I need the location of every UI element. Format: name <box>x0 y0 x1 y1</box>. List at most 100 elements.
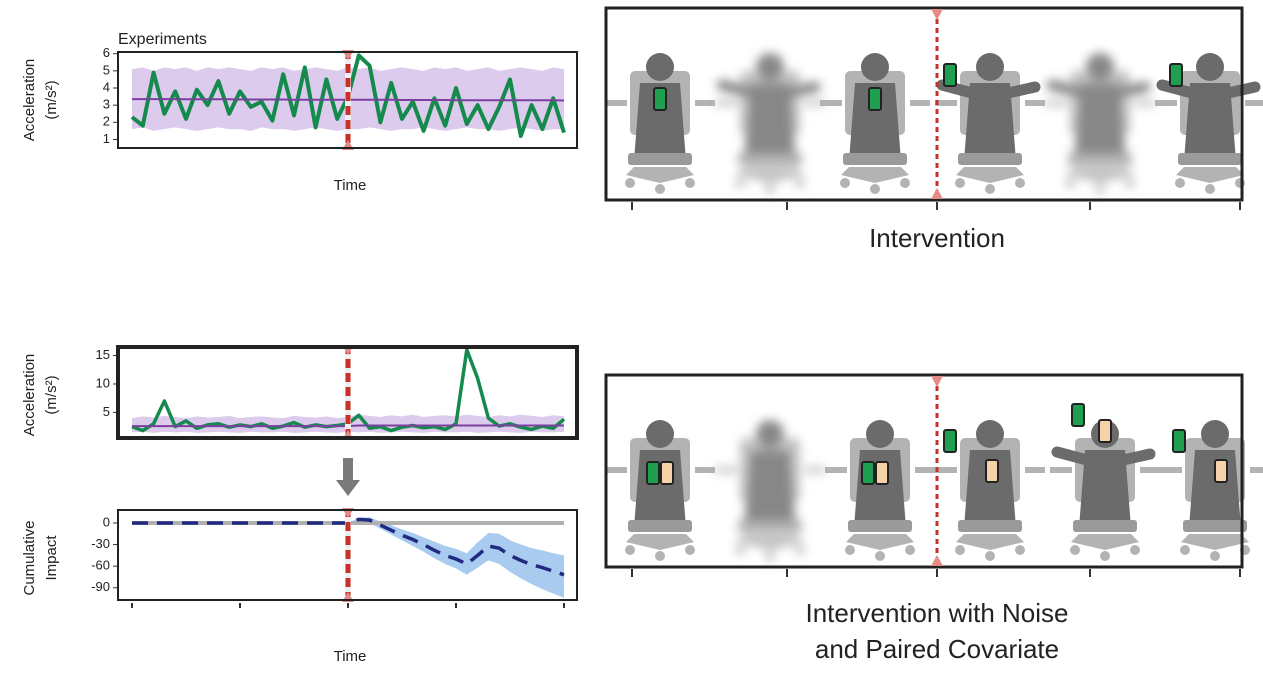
person-figure <box>825 420 935 561</box>
seat <box>1068 153 1132 165</box>
body <box>634 450 686 528</box>
wheel <box>655 184 665 194</box>
chair-base <box>956 167 1024 183</box>
body <box>1184 83 1236 161</box>
wheel <box>625 545 635 555</box>
wheel <box>870 184 880 194</box>
head <box>646 420 674 448</box>
panel-intervention-marker <box>931 9 943 20</box>
wheel <box>655 551 665 561</box>
person-figure <box>715 420 825 561</box>
phone <box>1098 419 1112 443</box>
body <box>849 83 901 161</box>
phone <box>1172 429 1186 453</box>
head <box>1201 420 1229 448</box>
seat <box>1178 153 1242 165</box>
plot-frame <box>117 509 578 601</box>
wheel <box>1100 551 1110 561</box>
wheel <box>985 551 995 561</box>
body <box>1079 450 1131 528</box>
plot-frame <box>117 51 578 149</box>
wheel <box>1180 545 1190 555</box>
chart-title: Experiments <box>118 31 207 48</box>
seat <box>1073 520 1137 532</box>
wheel <box>1015 178 1025 188</box>
seat <box>848 520 912 532</box>
chair-base <box>841 167 909 183</box>
body <box>964 450 1016 528</box>
wheel <box>1065 178 1075 188</box>
person-figure <box>605 53 715 194</box>
arm <box>1051 446 1093 466</box>
arrow-shaft <box>343 458 353 480</box>
wheel <box>1210 551 1220 561</box>
wheel <box>1095 184 1105 194</box>
wheel <box>795 178 805 188</box>
head <box>866 420 894 448</box>
y-tick-label: 6 <box>103 45 110 60</box>
seat <box>843 153 907 165</box>
wheel <box>840 178 850 188</box>
wheel <box>955 178 965 188</box>
person-figure <box>935 420 1045 561</box>
person-figure <box>605 420 715 561</box>
panel-caption: Intervention with Noise <box>805 598 1068 628</box>
wheel <box>1175 178 1185 188</box>
person-figure <box>935 53 1045 194</box>
phone <box>985 459 999 483</box>
wheel <box>795 545 805 555</box>
wheel <box>765 184 775 194</box>
y-axis-label: (m/s²) <box>43 375 60 414</box>
body <box>634 83 686 161</box>
y-tick-label: -60 <box>91 558 110 573</box>
body <box>744 450 796 528</box>
wheel <box>985 184 995 194</box>
head <box>646 53 674 81</box>
chair-base <box>956 534 1024 550</box>
body <box>744 83 796 161</box>
arm <box>1046 79 1088 99</box>
panel-intervention-marker <box>931 555 943 566</box>
y-tick-label: 15 <box>96 347 110 362</box>
wheel <box>685 178 695 188</box>
chair-base <box>626 534 694 550</box>
body <box>964 83 1016 161</box>
arrow-head <box>336 480 360 496</box>
person-figure <box>1045 53 1155 194</box>
y-tick-label: 5 <box>103 62 110 77</box>
wheel <box>1070 545 1080 555</box>
phone <box>653 87 667 111</box>
body <box>1074 83 1126 161</box>
wheel <box>905 545 915 555</box>
seat <box>738 153 802 165</box>
y-tick-label: 3 <box>103 97 110 112</box>
panel-intervention-marker <box>931 188 943 199</box>
chair-base <box>1071 534 1139 550</box>
wheel <box>685 545 695 555</box>
arm <box>782 81 821 99</box>
y-tick-label: 0 <box>103 514 110 529</box>
panel-intervention-marker <box>931 376 943 387</box>
panel-caption: and Paired Covariate <box>815 634 1059 664</box>
phone <box>1071 403 1085 427</box>
arm <box>716 79 758 99</box>
y-axis-label: Cumulative <box>21 520 38 595</box>
phone <box>1214 459 1228 483</box>
wheel <box>900 178 910 188</box>
y-axis-label: Acceleration <box>21 354 38 437</box>
panel-caption: Intervention <box>869 223 1005 253</box>
phone <box>646 461 660 485</box>
wheel <box>875 551 885 561</box>
phone <box>943 429 957 453</box>
seat <box>738 520 802 532</box>
head <box>1086 53 1114 81</box>
person-figure <box>715 53 825 194</box>
phone <box>868 87 882 111</box>
person-figure <box>820 53 930 194</box>
x-axis-label: Time <box>334 177 367 194</box>
chair-base <box>736 167 804 183</box>
seat <box>628 153 692 165</box>
seat <box>958 520 1022 532</box>
chair-base <box>1181 534 1249 550</box>
